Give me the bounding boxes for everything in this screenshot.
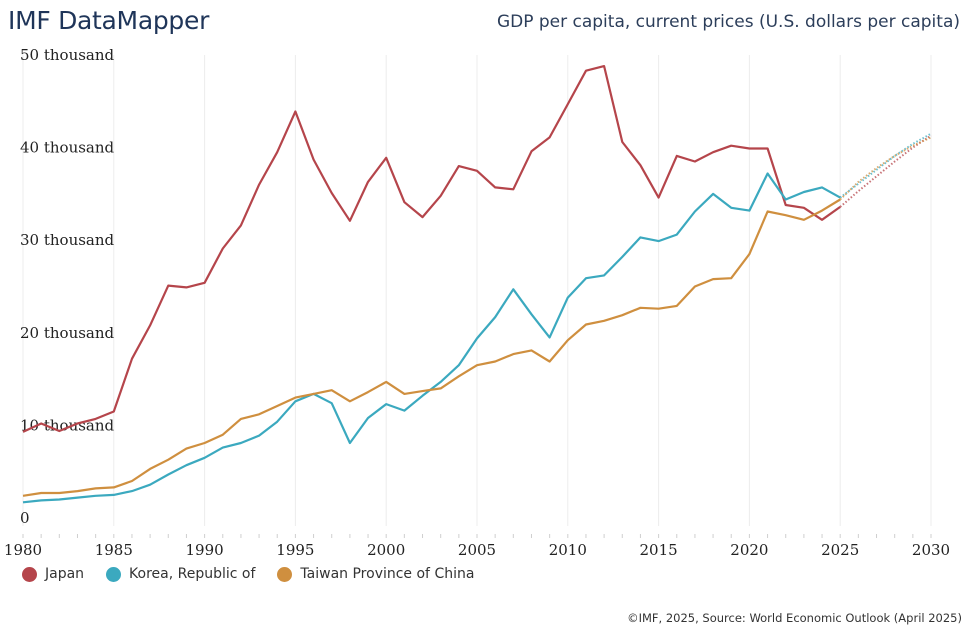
line-taiwan-province-of-china[interactable]	[22, 198, 841, 497]
series-layer	[22, 64, 932, 504]
x-tick-label: 1980	[4, 541, 42, 559]
legend-label-japan: Japan	[45, 566, 85, 582]
y-tick-label: 10 thousand	[20, 416, 115, 434]
x-minor-ticks	[22, 534, 932, 538]
line-korea-republic-of[interactable]	[22, 172, 841, 504]
x-tick-label: 2000	[367, 541, 405, 559]
legend-swatch-taiwan	[277, 566, 293, 582]
y-tick-label: 40 thousand	[20, 139, 115, 157]
legend-label-korea: Korea, Republic of	[129, 566, 256, 582]
y-tick-label: 20 thousand	[20, 324, 115, 342]
forecast-line-taiwan-province-of-china[interactable]	[839, 136, 932, 201]
legend-swatch-korea	[106, 566, 122, 582]
x-tick-label: 2015	[640, 541, 678, 559]
x-tick-label: 2030	[912, 541, 950, 559]
x-tick-label: 2025	[821, 541, 859, 559]
y-tick-label: 30 thousand	[20, 231, 115, 249]
x-axis-labels: 1980 1985 1990 1995 2000 2005 2010 2015 2020 2025…	[4, 541, 950, 559]
gridlines	[22, 55, 932, 526]
series-japan	[22, 64, 932, 433]
x-tick-label: 2010	[549, 541, 587, 559]
legend-item-korea[interactable]: Korea, Republic of	[106, 566, 255, 582]
app-title: IMF DataMapper	[8, 6, 210, 35]
legend-swatch-japan	[22, 566, 37, 582]
legend-item-taiwan[interactable]: Taiwan Province of China	[277, 566, 474, 582]
legend-item-japan[interactable]: Japan	[22, 566, 84, 582]
forecast-line-korea-republic-of[interactable]	[839, 132, 932, 199]
source-credit: ©IMF, 2025, Source: World Economic Outlo…	[627, 611, 962, 625]
line-japan[interactable]	[22, 64, 841, 433]
x-tick-label: 2005	[458, 541, 496, 559]
x-tick-label: 2020	[730, 541, 768, 559]
legend-label-taiwan: Taiwan Province of China	[300, 566, 475, 582]
x-tick-label: 1990	[186, 541, 224, 559]
y-axis-labels: 0 10 thousand 20 thousand 30 thousand 40 tho…	[20, 46, 115, 527]
y-tick-label: 50 thousand	[20, 46, 115, 64]
x-tick-label: 1985	[95, 541, 133, 559]
chart-title: GDP per capita, current prices (U.S. dol…	[496, 12, 960, 32]
x-tick-label: 1995	[276, 541, 314, 559]
y-tick-label: 0	[20, 509, 30, 527]
line-chart: 0 10 thousand 20 thousand 30 thousand 40 tho…	[4, 46, 950, 559]
legend: Japan Korea, Republic of Taiwan Province…	[22, 566, 496, 582]
series-taiwan-province-of-china	[22, 136, 932, 497]
forecast-line-japan[interactable]	[839, 134, 932, 208]
